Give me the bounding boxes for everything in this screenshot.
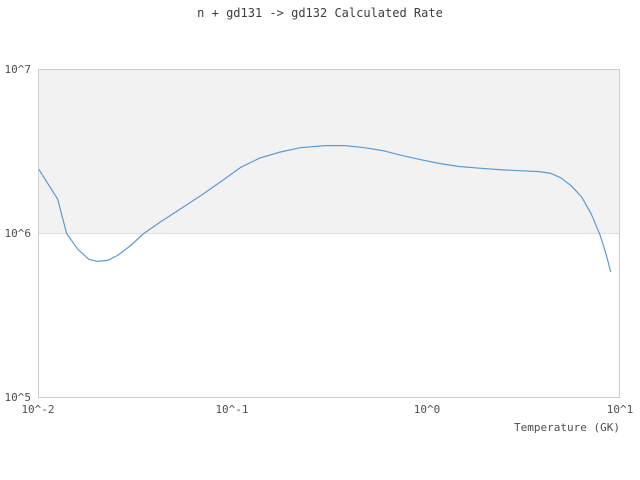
y-tick-1e7: 10^7: [4, 63, 32, 76]
gridline-1e6: [39, 233, 619, 234]
x-tick-1e1: 10^1: [606, 403, 634, 416]
decade-band: [39, 70, 619, 234]
plot-area: [38, 69, 620, 398]
rate-curve-layer: [39, 144, 612, 273]
chart-title: n + gd131 -> gd132 Calculated Rate: [197, 6, 443, 20]
x-tick-1e-2: 10^-2: [21, 403, 55, 416]
rate-curve: [39, 144, 612, 273]
x-tick-1e0: 10^0: [413, 403, 441, 416]
x-axis-label: Temperature (GK): [514, 421, 620, 434]
y-tick-1e6: 10^6: [4, 227, 32, 240]
x-tick-1e-1: 10^-1: [215, 403, 249, 416]
y-tick-1e5: 10^5: [4, 391, 32, 404]
